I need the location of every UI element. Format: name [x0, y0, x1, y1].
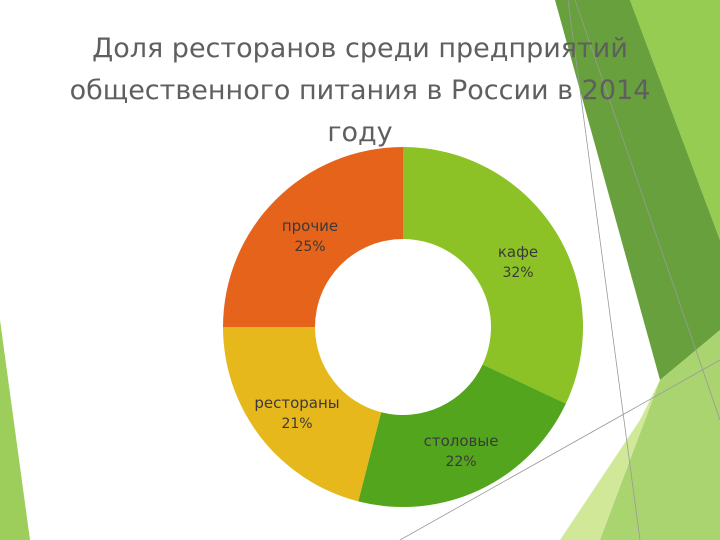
- slice-label-value-1: 22%: [445, 454, 476, 470]
- deco-line-1: [567, 0, 641, 540]
- deco-line-2: [574, 0, 720, 421]
- slice-label-name-2: рестораны: [254, 394, 339, 412]
- deco-band-light: [600, 330, 720, 540]
- chart-title: Доля ресторанов среди предприятий общест…: [40, 28, 680, 154]
- slice-0: [403, 147, 583, 404]
- deco-line-3: [399, 359, 720, 540]
- slice-label-value-3: 25%: [294, 239, 325, 255]
- slice-label-value-0: 32%: [502, 265, 533, 281]
- chart-title-line-3: году: [327, 117, 393, 148]
- slice-label-name-0: кафе: [498, 243, 538, 261]
- deco-band-pale: [560, 380, 660, 540]
- deco-band-mid: [630, 0, 720, 240]
- chart-title-line-2: общественного питания в России в 2014: [69, 75, 651, 106]
- slice-label-value-2: 21%: [281, 416, 312, 432]
- chart-title-line-1: Доля ресторанов среди предприятий: [92, 33, 628, 64]
- slice-2: [222, 327, 382, 502]
- slice-label-name-3: прочие: [282, 217, 338, 235]
- slice-1: [358, 364, 566, 507]
- deco-band-dark: [555, 0, 720, 380]
- slice-label-name-1: столовые: [424, 432, 499, 450]
- slice-3: [223, 147, 403, 327]
- deco-left-sliver: [0, 320, 30, 540]
